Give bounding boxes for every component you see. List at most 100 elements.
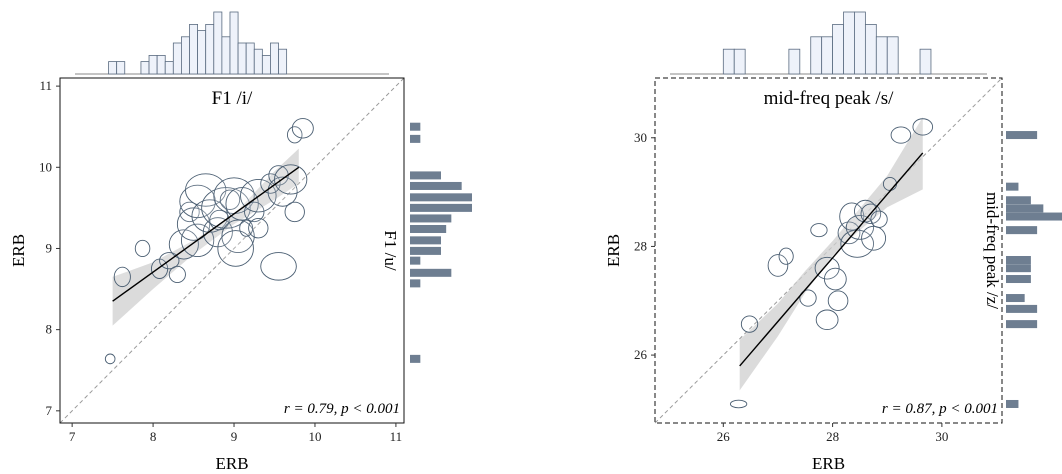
- scatter-point: [176, 207, 211, 241]
- right-histogram-bar: [410, 354, 421, 363]
- top-histogram-bar: [237, 42, 247, 75]
- side-axis-title-f1: F1 /u/: [381, 230, 400, 270]
- right-histogram-bar: [410, 181, 462, 190]
- y-tick-label: 8: [46, 322, 53, 337]
- correlation-annotation-midfreq: r = 0.87, p < 0.001: [882, 401, 998, 417]
- plot-frame: [654, 77, 1003, 424]
- chart-panel-midfreq: 26 28 30 26 28 30 mid-freq peak /s/ ERB ERB m…: [604, 11, 1062, 473]
- plot-frame-midfreq: [654, 77, 1003, 424]
- scatter-point: [810, 223, 828, 238]
- top-histogram-bar: [213, 11, 223, 75]
- top-histogram-bar: [788, 48, 801, 75]
- scatter-point: [274, 164, 308, 195]
- scatter-point: [179, 184, 216, 219]
- right-histogram-bar: [1006, 256, 1031, 265]
- x-axis-title-midfreq: ERB: [812, 454, 845, 473]
- top-histogram-bar: [854, 11, 866, 75]
- scatter-point: [870, 210, 888, 228]
- scatter-point: [861, 225, 887, 251]
- scatter-point: [168, 229, 199, 260]
- top-histogram-bar: [181, 36, 190, 75]
- scatter-point: [217, 230, 254, 267]
- top-histogram-bar: [919, 48, 932, 75]
- confidence-band-f1: [112, 148, 299, 326]
- regression-line: [112, 166, 300, 302]
- scatter-point: [221, 219, 255, 253]
- plot-frame-f1: [59, 77, 405, 424]
- scatter-point: [291, 118, 314, 139]
- y-tick-label: 7: [46, 403, 53, 418]
- right-histogram-bar: [1006, 182, 1019, 191]
- confidence-band-midfreq: [739, 117, 923, 391]
- identity-line-midfreq: [654, 77, 1003, 424]
- scatter-point: [815, 309, 839, 331]
- right-histogram-bar: [410, 134, 421, 143]
- top-histogram-bar: [140, 61, 150, 75]
- x-tick-label: 9: [231, 429, 238, 444]
- y-axis-title-f1: ERB: [9, 234, 28, 267]
- scatter-point: [209, 209, 230, 231]
- scatter-point: [260, 252, 297, 281]
- scatter-point: [827, 290, 849, 311]
- right-histogram-bar: [410, 214, 452, 223]
- x-tick-label: 11: [390, 429, 403, 444]
- axis-ticks-f1: 7 8 9 10 11 7 8 9 10 11: [39, 78, 402, 444]
- scatter-point: [248, 217, 269, 239]
- right-histogram-bar: [410, 224, 447, 233]
- right-histogram-bar: [1006, 131, 1038, 140]
- top-histogram-bar: [821, 36, 833, 75]
- scatter-point: [225, 187, 259, 221]
- top-histogram-bar: [832, 23, 844, 75]
- scatter-point: [882, 176, 897, 191]
- y-tick-label: 11: [39, 78, 52, 93]
- right-histogram-bar: [410, 193, 472, 202]
- top-histogram-bar: [843, 11, 855, 75]
- top-histogram-bar: [864, 23, 877, 75]
- top-histogram-bar: [148, 55, 158, 75]
- top-histogram-bar: [886, 36, 899, 75]
- right-histogram-bar: [1006, 304, 1038, 313]
- side-axis-title-midfreq: mid-freq peak /z/: [983, 192, 1002, 309]
- x-tick-label: 30: [935, 429, 948, 444]
- scatter-point: [890, 126, 912, 144]
- top-histogram-bar: [156, 55, 166, 75]
- plot-frame: [59, 77, 405, 424]
- top-histogram-bar: [116, 61, 126, 75]
- right-histogram-bar: [1006, 226, 1038, 235]
- correlation-annotation-f1: r = 0.79, p < 0.001: [284, 401, 400, 417]
- right-histogram-bar: [1006, 212, 1062, 221]
- right-histogram-bar: [410, 122, 421, 131]
- scatter-point: [219, 189, 241, 210]
- top-histogram-bar: [205, 23, 215, 75]
- top-histogram-bar: [261, 55, 271, 75]
- right-histogram-bar: [1006, 264, 1031, 273]
- regression-line-f1: [112, 166, 300, 302]
- top-histogram-bar: [270, 42, 279, 75]
- right-histogram-bar: [410, 203, 472, 212]
- scatter-point: [799, 289, 817, 307]
- right-histogram-bar: [410, 279, 421, 288]
- right-histogram-bar: [410, 256, 421, 265]
- right-histogram-bar: [1006, 294, 1025, 303]
- y-axis-title-midfreq: ERB: [604, 234, 623, 267]
- top-histogram-bar: [810, 36, 823, 75]
- chart-panel-f1: 7 8 9 10 11 7 8 9 10 11 F1 /i/ ERB ERB F1 /u/ r =…: [9, 11, 472, 473]
- regression-line: [739, 152, 924, 367]
- right-histogram-bar: [1006, 399, 1019, 408]
- scatter-point: [104, 353, 116, 365]
- confidence-band: [112, 148, 299, 326]
- top-histogram-f1: [75, 11, 389, 75]
- right-histogram-bar: [410, 236, 441, 245]
- x-tick-label: 8: [150, 429, 157, 444]
- top-histogram-bar: [172, 42, 182, 75]
- scatter-point: [284, 201, 305, 223]
- x-axis-title-f1: ERB: [215, 454, 248, 473]
- top-histogram-bar: [278, 48, 288, 75]
- x-tick-label: 28: [826, 429, 839, 444]
- panel-title-f1: F1 /i/: [212, 88, 253, 109]
- right-histogram-bar: [410, 268, 452, 277]
- top-histogram-bar: [245, 42, 255, 75]
- top-histogram-bar: [189, 23, 199, 75]
- scatter-point: [823, 267, 847, 291]
- top-histogram-bar: [722, 48, 735, 75]
